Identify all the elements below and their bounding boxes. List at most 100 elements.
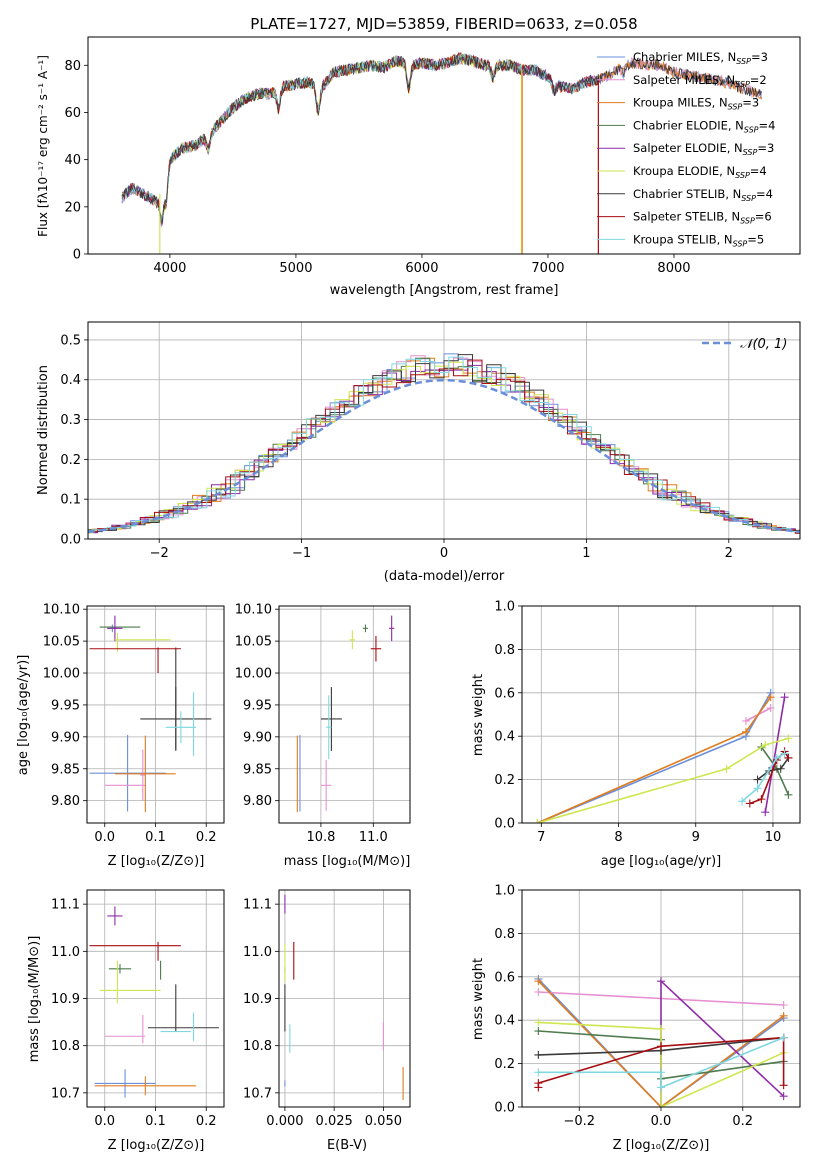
weight-vs-age-xlabel: age [log₁₀(age/yr)] <box>601 854 722 869</box>
weight-vs-Z-marker <box>657 1103 665 1107</box>
weight-vs-age-ytick-label: 0.8 <box>494 643 515 658</box>
weight-vs-Z-marker <box>657 1024 665 1033</box>
weight-vs-Z-marker <box>657 977 665 986</box>
residuals-histogram <box>88 356 800 533</box>
spectrum-legend: Chabrier MILES, NSSP=3 Salpeter MILES, NS… <box>597 50 775 248</box>
age-vs-mass-marks <box>296 615 395 813</box>
weight-vs-age-series-line <box>764 696 786 813</box>
weight-vs-Z-xtick-label: 0.2 <box>732 1114 753 1129</box>
chart-residuals: −2 −1 0 1 2 0.0 0.1 0.2 0.3 0.4 0.5 (data-model)/e… <box>36 321 801 584</box>
weight-vs-age-ylabel: mass weight <box>471 674 486 756</box>
age-vs-Z-ylabel: age [log₁₀(age/yr)] <box>16 655 31 776</box>
spectrum-ytick-label: 20 <box>64 200 81 215</box>
weight-vs-Z-marker <box>534 1079 543 1088</box>
residuals-xlabel: (data-model)/error <box>384 569 505 584</box>
spectrum-xtick-label: 8000 <box>657 261 690 276</box>
residuals-ytick-label: 0.2 <box>60 453 81 468</box>
weight-vs-Z-ytick-label: 0.2 <box>494 1057 515 1072</box>
residuals-legend: 𝒩(0, 1) <box>702 337 787 352</box>
mass-vs-Z-xtick-label: 0.1 <box>145 1114 166 1129</box>
age-vs-Z-ytick-label: 10.00 <box>43 667 80 682</box>
age-vs-mass-grid <box>279 606 410 823</box>
spectrum-series-line <box>121 51 599 222</box>
age-vs-Z-xtick-label: 0.0 <box>94 830 115 845</box>
panel-weight-vs-age: 7 8 9 10 0.0 0.2 0.4 0.6 0.8 1.0 <box>494 600 801 845</box>
spectrum-legend-label: Chabrier MILES, NSSP=3 <box>633 50 768 66</box>
weight-vs-age-marker <box>753 784 762 793</box>
mass-vs-EBV-xtick-label: 0.025 <box>316 1114 353 1129</box>
spectrum-legend-label: Chabrier STELIB, NSSP=4 <box>633 187 773 203</box>
mass-vs-Z-ytick-label: 10.8 <box>51 1039 80 1054</box>
weight-vs-age-xtick-label: 7 <box>537 830 545 845</box>
mass-vs-Z-grid <box>87 890 224 1107</box>
age-vs-mass-ytick-label: 10.00 <box>235 667 272 682</box>
spectrum-legend-label: Salpeter MILES, NSSP=2 <box>633 73 767 89</box>
mass-vs-EBV-ytick-label: 11.0 <box>243 945 272 960</box>
mass-vs-Z-ytick-label: 10.7 <box>51 1086 80 1101</box>
spectrum-series-group <box>121 51 763 254</box>
residuals-histograms <box>87 353 801 534</box>
weight-vs-Z-marker <box>534 1027 543 1036</box>
weight-vs-Z-marker <box>534 1018 543 1027</box>
age-vs-mass-ytick-label: 9.90 <box>243 730 272 745</box>
weight-vs-Z-marker <box>779 1092 788 1101</box>
weight-vs-Z-marker <box>534 1068 543 1077</box>
age-vs-mass-xtick-label: 11.0 <box>359 830 388 845</box>
spectrum-title: PLATE=1727, MJD=53859, FIBERID=0633, z=0… <box>250 15 637 33</box>
panel-age-vs-Z: 0.0 0.1 0.2 9.80 9.85 9.90 9.95 10.00 10.05 10.10 <box>43 603 225 845</box>
age-vs-mass-ytick-label: 9.80 <box>243 794 272 809</box>
residuals-ytick-label: 0.1 <box>60 493 81 508</box>
spectrum-legend-label: Kroupa STELIB, NSSP=5 <box>633 232 764 248</box>
weight-vs-age-marker <box>766 703 775 712</box>
weight-vs-age-ytick-label: 0.6 <box>494 686 515 701</box>
weight-vs-age-ytick-label: 0.2 <box>494 773 515 788</box>
weight-vs-age-ytick-label: 0.4 <box>494 730 515 745</box>
weight-vs-age-xtick-label: 10 <box>765 830 782 845</box>
spectrum-ytick-label: 80 <box>64 59 81 74</box>
mass-vs-Z-xlabel: Z [log₁₀(Z/Z⊙)] <box>108 1138 205 1153</box>
spectrum-axes: 4000 5000 6000 7000 8000 0 20 40 60 80 <box>64 59 690 276</box>
panel-age-vs-mass: 10.8 11.0 9.80 9.85 9.90 9.95 10.00 10.05 10.10 <box>235 603 411 845</box>
mass-vs-EBV-marks <box>284 894 404 1100</box>
spectrum-ytick-label: 40 <box>64 153 81 168</box>
weight-vs-age-series-line <box>757 757 790 781</box>
mass-vs-EBV-xlabel: E(B-V) <box>327 1138 367 1153</box>
weight-vs-age-marker <box>533 819 542 823</box>
spectrum-legend-label: Kroupa ELODIE, NSSP=4 <box>633 164 767 180</box>
weight-vs-age-marker <box>780 693 789 702</box>
panel-labels: Z [log₁₀(Z/Z⊙)] age [log₁₀(age/yr)] mass… <box>16 655 721 1153</box>
mass-vs-EBV-ytick-label: 10.8 <box>243 1039 272 1054</box>
weight-vs-Z-marker <box>657 1042 665 1051</box>
weight-vs-age-marker <box>753 775 762 784</box>
spectrum-legend-label: Chabrier ELODIE, NSSP=4 <box>633 118 775 134</box>
residuals-ytick-label: 0.3 <box>60 413 81 428</box>
chart-spectrum: PLATE=1727, MJD=53859, FIBERID=0633, z=0… <box>36 15 801 298</box>
mass-vs-Z-ytick-label: 10.9 <box>51 992 80 1007</box>
spectrum-xlabel: wavelength [Angstrom, rest frame] <box>330 283 559 298</box>
weight-vs-age-marker <box>761 740 770 749</box>
residuals-histogram <box>88 364 800 534</box>
age-vs-Z-marks <box>89 615 212 813</box>
age-vs-Z-grid <box>87 606 224 823</box>
weight-vs-age-marker <box>761 808 770 817</box>
weight-vs-Z-marker <box>657 1083 665 1092</box>
spectrum-ylabel: Flux [fλ10⁻¹⁷ erg cm⁻² s⁻¹ A⁻¹] <box>36 55 50 237</box>
weight-vs-Z-ylabel: mass weight <box>471 958 486 1040</box>
age-vs-Z-ytick-label: 10.10 <box>43 603 80 618</box>
weight-vs-Z-ytick-label: 0.4 <box>494 1014 515 1029</box>
spectrum-frame <box>87 36 801 255</box>
weight-vs-age-marker <box>784 734 793 743</box>
weight-vs-Z-marker <box>657 1068 665 1077</box>
weight-vs-Z-series-line <box>538 1036 784 1089</box>
spectrum-ytick-label: 0 <box>73 248 81 263</box>
mass-vs-Z-ytick-label: 11.1 <box>51 898 80 913</box>
mass-vs-Z-ytick-label: 11.0 <box>51 945 80 960</box>
age-vs-Z-ytick-label: 9.80 <box>51 794 80 809</box>
age-vs-mass-frame <box>278 605 411 824</box>
age-vs-Z-xlabel: Z [log₁₀(Z/Z⊙)] <box>108 854 205 869</box>
mass-vs-EBV-ytick-label: 11.1 <box>243 898 272 913</box>
weight-vs-age-marker <box>757 795 766 804</box>
weight-vs-age-xtick-label: 8 <box>614 830 622 845</box>
weight-vs-age-marker <box>784 753 793 762</box>
